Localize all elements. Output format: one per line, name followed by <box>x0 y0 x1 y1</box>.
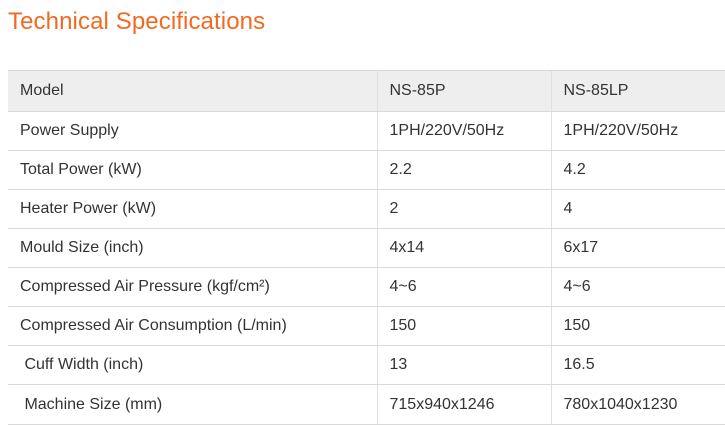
page-title: Technical Specifications <box>8 8 266 35</box>
spec-value-ns-85lp: 16.5 <box>550 345 725 385</box>
spec-value-ns-85p: 150 <box>376 306 551 346</box>
spec-value-ns-85lp: 6x17 <box>550 228 725 268</box>
spec-value-ns-85lp: 4 <box>550 189 725 229</box>
spec-value-ns-85p: 2 <box>376 189 551 229</box>
spec-label: Compressed Air Consumption (L/min) <box>8 306 377 346</box>
spec-value-ns-85p: 13 <box>376 345 551 385</box>
specifications-table: Model NS-85P NS-85LP Power Supply 1PH/22… <box>8 70 725 425</box>
spec-value-ns-85p: 715x940x1246 <box>376 384 551 425</box>
spec-label: Power Supply <box>8 111 377 151</box>
header-ns-85p: NS-85P <box>376 70 551 112</box>
table-row: Machine Size (mm) 715x940x1246 780x1040x… <box>8 384 725 425</box>
table-row: Total Power (kW) 2.2 4.2 <box>8 150 725 190</box>
table-row: Power Supply 1PH/220V/50Hz 1PH/220V/50Hz <box>8 111 725 151</box>
spec-value-ns-85lp: 4~6 <box>550 267 725 307</box>
header-ns-85lp: NS-85LP <box>550 70 725 112</box>
header-model: Model <box>8 70 377 112</box>
table-row: Compressed Air Pressure (kgf/cm²) 4~6 4~… <box>8 267 725 307</box>
spec-value-ns-85lp: 4.2 <box>550 150 725 190</box>
spec-value-ns-85p: 1PH/220V/50Hz <box>376 111 551 151</box>
spec-value-ns-85p: 4x14 <box>376 228 551 268</box>
table-header-row: Model NS-85P NS-85LP <box>8 70 725 112</box>
spec-label: Compressed Air Pressure (kgf/cm²) <box>8 267 377 307</box>
table-row: Cuff Width (inch) 13 16.5 <box>8 345 725 385</box>
spec-value-ns-85lp: 150 <box>550 306 725 346</box>
spec-value-ns-85lp: 780x1040x1230 <box>550 384 725 425</box>
table-row: Heater Power (kW) 2 4 <box>8 189 725 229</box>
spec-label: Mould Size (inch) <box>8 228 377 268</box>
spec-value-ns-85p: 2.2 <box>376 150 551 190</box>
spec-label: Cuff Width (inch) <box>8 345 377 385</box>
spec-label: Heater Power (kW) <box>8 189 377 229</box>
spec-value-ns-85lp: 1PH/220V/50Hz <box>550 111 725 151</box>
spec-label: Machine Size (mm) <box>8 384 377 425</box>
table-row: Mould Size (inch) 4x14 6x17 <box>8 228 725 268</box>
table-row: Compressed Air Consumption (L/min) 150 1… <box>8 306 725 346</box>
spec-label: Total Power (kW) <box>8 150 377 190</box>
spec-value-ns-85p: 4~6 <box>376 267 551 307</box>
